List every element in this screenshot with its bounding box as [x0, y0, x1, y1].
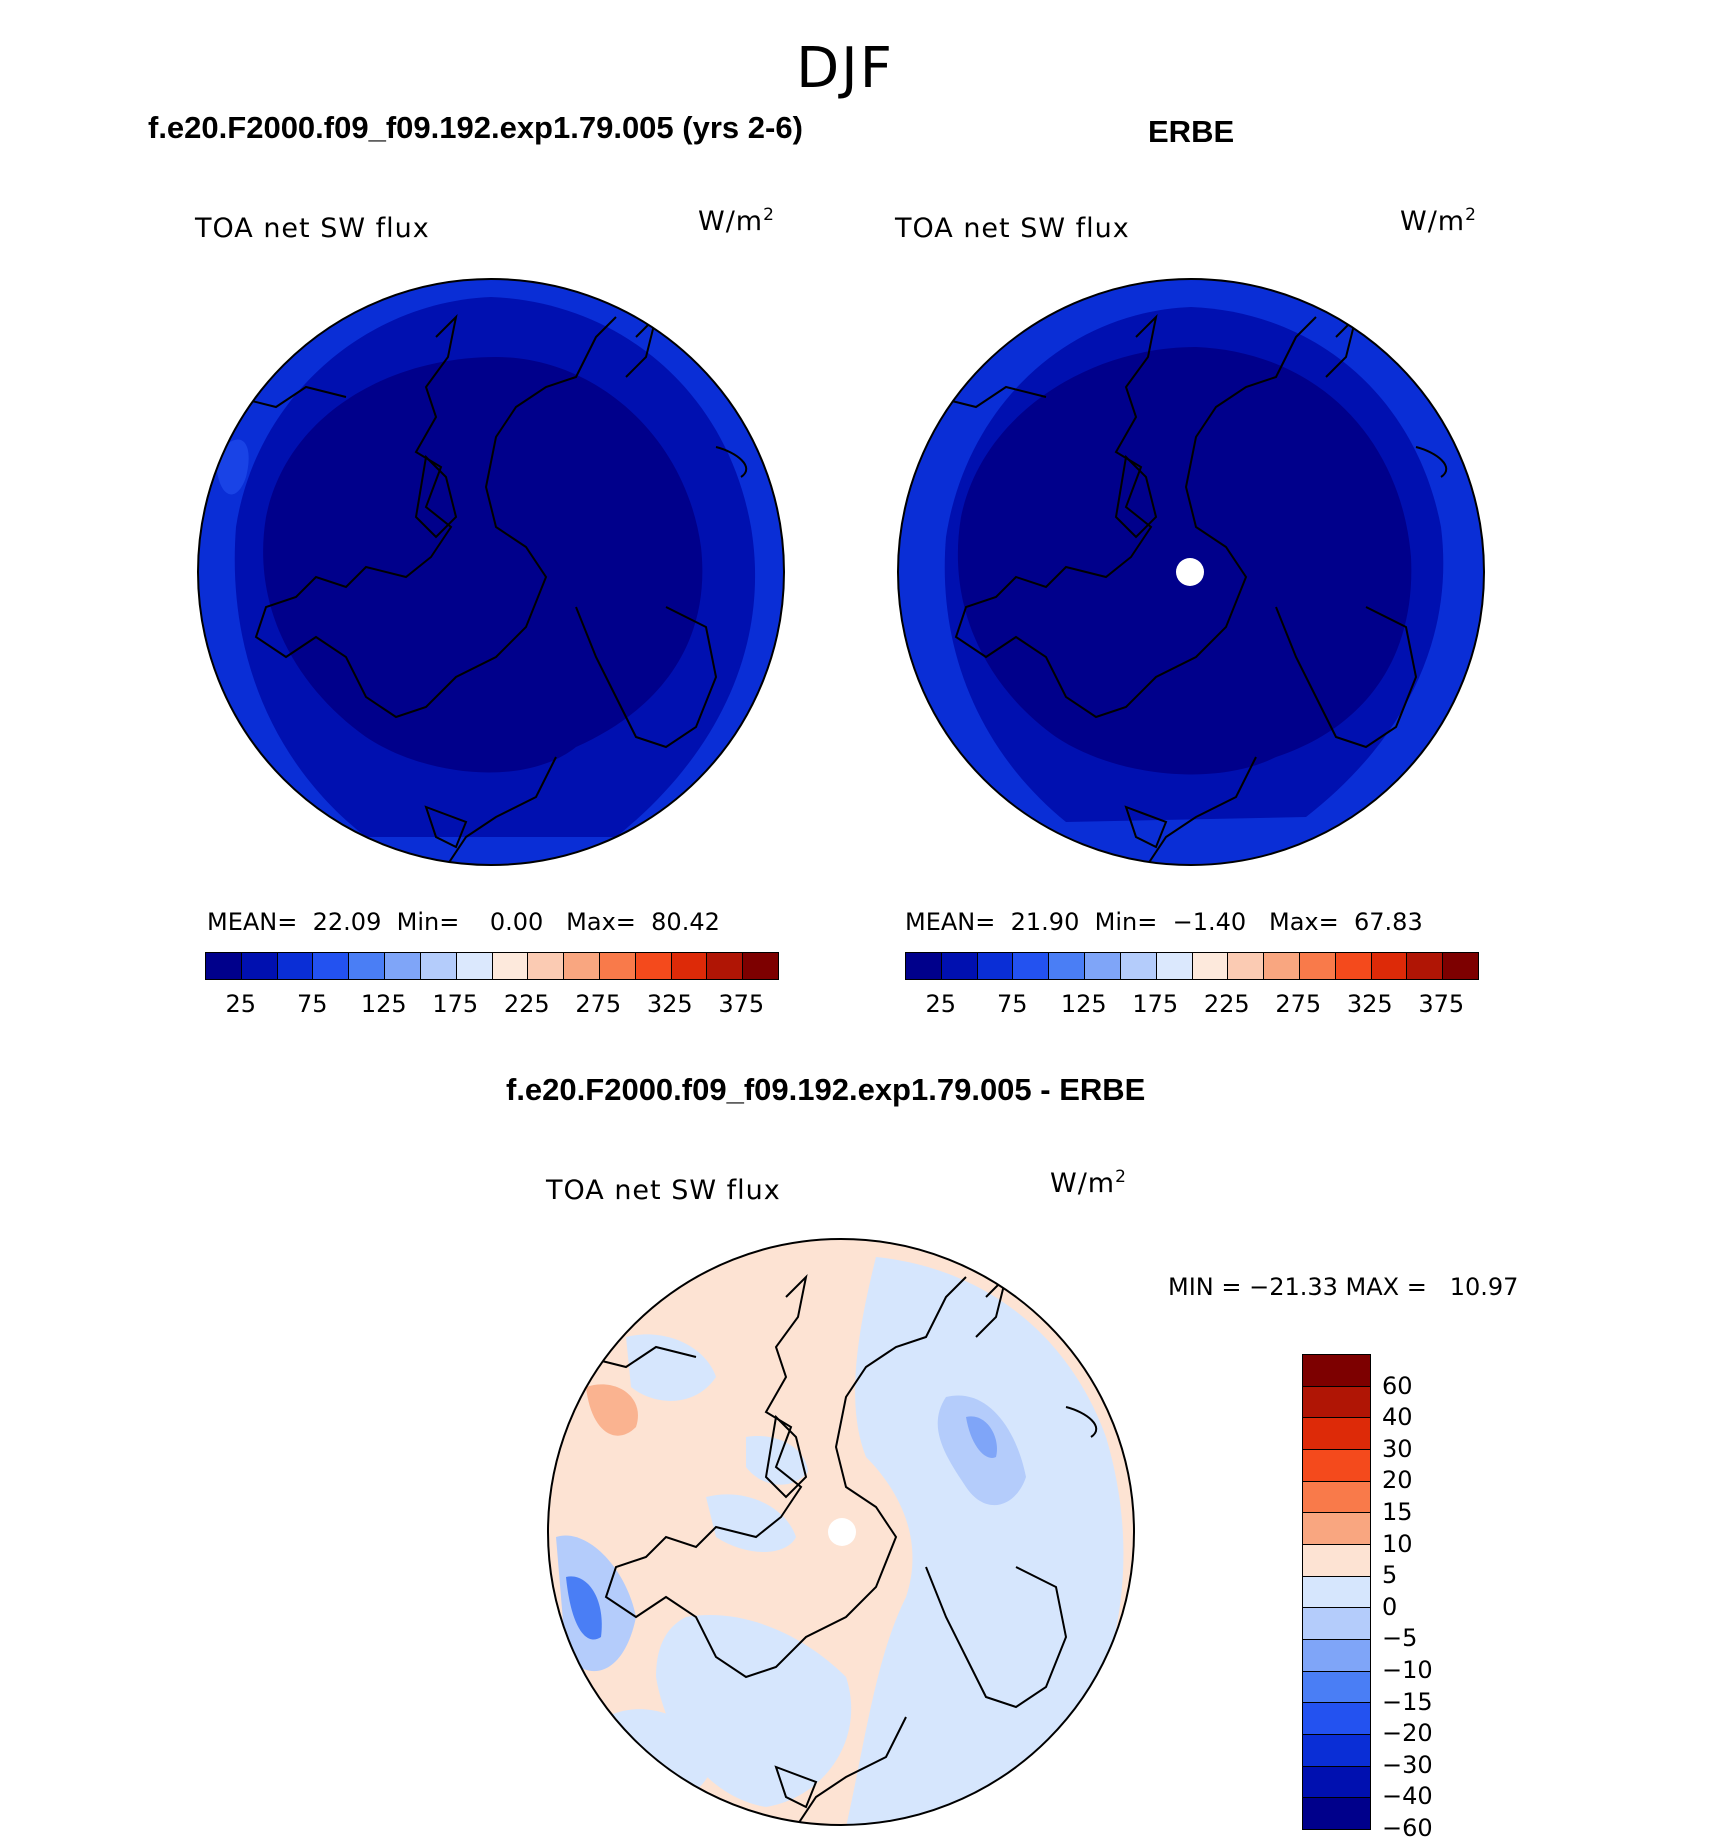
colorbar-swatch — [1049, 953, 1086, 979]
colorbar-swatch — [1192, 953, 1229, 979]
colorbar-swatch — [743, 953, 778, 979]
colorbar-swatch — [941, 953, 978, 979]
colorbar-tick-label: 10 — [1382, 1529, 1413, 1558]
colorbar-tick-label: 225 — [1203, 990, 1250, 1018]
colorbar-tick-label: 125 — [1060, 990, 1107, 1018]
panel3-map — [547, 1238, 1135, 1826]
colorbar-swatch — [1299, 953, 1336, 979]
colorbar-swatch — [1303, 1386, 1370, 1419]
colorbar-tick-label: 75 — [296, 990, 328, 1018]
colorbar-tick-label: 60 — [1382, 1371, 1413, 1400]
colorbar-swatch — [456, 953, 493, 979]
panel3-title: f.e20.F2000.f09_f09.192.exp1.79.005 - ER… — [506, 1072, 1146, 1107]
panel2-stats: MEAN= 21.90 Min= −1.40 Max= 67.83 — [905, 908, 1423, 936]
colorbar-tick-label: 15 — [1382, 1497, 1413, 1526]
colorbar-swatch — [599, 953, 636, 979]
colorbar-swatch — [707, 953, 744, 979]
colorbar-swatch — [1120, 953, 1157, 979]
colorbar-swatch — [313, 953, 350, 979]
colorbar-swatch — [906, 953, 942, 979]
colorbar-swatch — [206, 953, 242, 979]
colorbar-tick-label: 325 — [1346, 990, 1393, 1018]
panel2-units-label: W/m2 — [1400, 205, 1477, 237]
colorbar-tick-label: −10 — [1382, 1655, 1433, 1684]
colorbar-swatch — [1303, 1671, 1370, 1704]
colorbar-swatch — [671, 953, 708, 979]
colorbar-swatch — [349, 953, 386, 979]
panel3-minmax: MIN = −21.33 MAX = 10.97 — [1168, 1273, 1519, 1301]
panel2-colorbar — [905, 952, 1479, 980]
colorbar-swatch — [1443, 953, 1478, 979]
colorbar-tick-label: −5 — [1382, 1624, 1418, 1653]
colorbar-swatch — [1303, 1766, 1370, 1799]
colorbar-swatch — [1156, 953, 1193, 979]
figure-title: DJF — [796, 36, 894, 101]
colorbar-swatch — [1228, 953, 1265, 979]
colorbar-swatch — [1303, 1481, 1370, 1514]
colorbar-tick-label: 20 — [1382, 1466, 1413, 1495]
colorbar-swatch — [1303, 1735, 1370, 1767]
colorbar-swatch — [1303, 1703, 1370, 1736]
colorbar-swatch — [1303, 1513, 1370, 1546]
colorbar-tick-label: 225 — [503, 990, 550, 1018]
panel1-colorbar — [205, 952, 779, 980]
colorbar-tick-label: 375 — [1418, 990, 1465, 1018]
colorbar-tick-label: 125 — [360, 990, 407, 1018]
colorbar-tick-label: −60 — [1382, 1814, 1433, 1842]
colorbar-swatch — [1264, 953, 1300, 979]
colorbar-tick-label: 0 — [1382, 1592, 1398, 1621]
colorbar-tick-label: 25 — [925, 990, 957, 1018]
colorbar-tick-label: −15 — [1382, 1687, 1433, 1716]
panel1-units-label: W/m2 — [698, 205, 775, 237]
colorbar-swatch — [492, 953, 529, 979]
colorbar-swatch — [1013, 953, 1050, 979]
colorbar-swatch — [1303, 1450, 1370, 1482]
colorbar-tick-label: 5 — [1382, 1561, 1398, 1590]
colorbar-swatch — [241, 953, 278, 979]
colorbar-swatch — [635, 953, 672, 979]
colorbar-swatch — [1303, 1576, 1370, 1609]
panel2-map — [897, 278, 1485, 866]
colorbar-swatch — [1371, 953, 1408, 979]
colorbar-swatch — [1303, 1608, 1370, 1641]
colorbar-tick-label: 40 — [1382, 1403, 1413, 1432]
colorbar-tick-label: 175 — [432, 990, 479, 1018]
colorbar-tick-label: 175 — [1132, 990, 1179, 1018]
colorbar-swatch — [1303, 1418, 1370, 1451]
colorbar-swatch — [1407, 953, 1444, 979]
panel3-colorbar — [1302, 1354, 1371, 1830]
panel3-variable-label: TOA net SW flux — [546, 1175, 781, 1206]
colorbar-swatch — [420, 953, 457, 979]
colorbar-swatch — [1303, 1545, 1370, 1577]
colorbar-swatch — [1085, 953, 1121, 979]
panel1-map — [197, 278, 785, 866]
panel2-title: ERBE — [1148, 114, 1235, 149]
colorbar-tick-label: 325 — [646, 990, 693, 1018]
colorbar-tick-label: 275 — [1275, 990, 1322, 1018]
colorbar-tick-label: −20 — [1382, 1719, 1433, 1748]
colorbar-swatch — [1303, 1798, 1370, 1830]
colorbar-tick-label: 375 — [718, 990, 765, 1018]
colorbar-tick-label: 30 — [1382, 1434, 1413, 1463]
panel1-title: f.e20.F2000.f09_f09.192.exp1.79.005 (yrs… — [148, 110, 803, 145]
panel2-variable-label: TOA net SW flux — [895, 213, 1130, 244]
colorbar-swatch — [1303, 1640, 1370, 1672]
colorbar-tick-label: 75 — [996, 990, 1028, 1018]
colorbar-swatch — [1303, 1355, 1370, 1387]
colorbar-swatch — [977, 953, 1014, 979]
colorbar-tick-label: 275 — [575, 990, 622, 1018]
colorbar-swatch — [564, 953, 600, 979]
colorbar-swatch — [385, 953, 421, 979]
panel1-stats: MEAN= 22.09 Min= 0.00 Max= 80.42 — [207, 908, 720, 936]
colorbar-tick-label: −30 — [1382, 1750, 1433, 1779]
panel1-variable-label: TOA net SW flux — [195, 213, 430, 244]
panel3-colorbar-ticks: 60 40 30 20 15 10 5 0 −5 −10 −15 −20 −30 −40 −60 — [1382, 1354, 1462, 1842]
panel3-units-label: W/m2 — [1050, 1167, 1127, 1199]
colorbar-swatch — [277, 953, 314, 979]
colorbar-tick-label: 25 — [225, 990, 257, 1018]
colorbar-tick-label: −40 — [1382, 1782, 1433, 1811]
colorbar-swatch — [528, 953, 565, 979]
colorbar-swatch — [1335, 953, 1372, 979]
